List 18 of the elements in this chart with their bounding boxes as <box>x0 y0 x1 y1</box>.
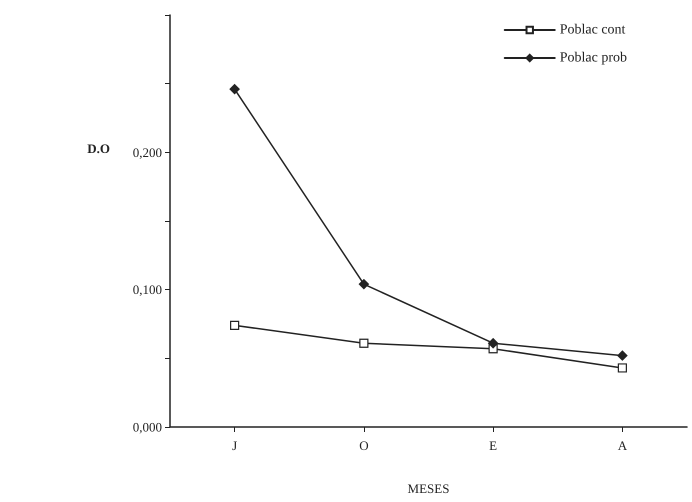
y-tick-label: 0,100 <box>132 282 162 298</box>
legend-label: Poblac prob <box>560 50 627 66</box>
x-tick-label: O <box>359 438 369 453</box>
x-tick-label: J <box>232 438 238 453</box>
y-axis-title: D.O <box>87 141 110 156</box>
point <box>618 363 627 373</box>
legend-label: Poblac cont <box>560 22 626 38</box>
x-tick-label: A <box>618 438 628 453</box>
point <box>358 279 369 290</box>
point <box>617 350 628 361</box>
point <box>230 320 240 330</box>
point <box>488 338 498 348</box>
x-axis-title: MESES <box>408 481 450 496</box>
y-tick-label: 0,200 <box>132 144 162 160</box>
point <box>359 338 368 348</box>
point <box>230 84 240 94</box>
y-tick-label: 0,000 <box>132 420 162 434</box>
x-tick-label: E <box>489 438 498 453</box>
